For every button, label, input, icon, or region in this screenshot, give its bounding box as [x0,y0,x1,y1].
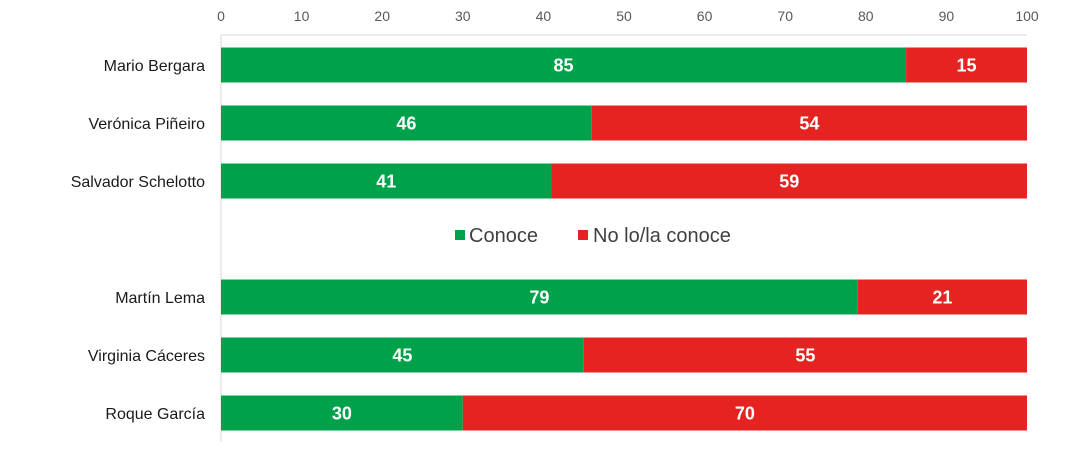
bar-segment [551,163,1027,199]
x-tick-label: 10 [294,8,310,24]
data-label: 21 [932,288,952,308]
category-label: Salvador Schelotto [71,174,205,191]
bar-segment [221,279,858,315]
x-tick-label: 40 [536,8,552,24]
category-labels: Mario Bergara Verónica Piñeiro Salvador Sc… [71,58,205,423]
bar-segment [857,279,1027,315]
bar-segment [221,47,907,83]
bar-segment [221,395,463,431]
data-label: 15 [957,56,977,76]
legend-label: Conoce [469,225,538,247]
data-label: 55 [795,346,815,366]
bar-segment [462,395,1027,431]
bar-segment [221,105,592,141]
x-tick-label: 100 [1015,8,1039,24]
data-label: 30 [332,404,352,424]
bars: 85 15 46 54 41 59 79 21 45 55 30 70 [221,47,1027,431]
category-label: Mario Bergara [104,58,205,75]
category-label: Roque García [105,406,205,423]
data-label: 54 [799,114,819,134]
category-label: Martín Lema [115,290,205,307]
legend-swatch [455,230,465,240]
data-label: 46 [396,114,416,134]
bar-segment [221,337,584,373]
bar-segment [591,105,1027,141]
x-tick-label: 50 [616,8,632,24]
data-label: 70 [735,404,755,424]
data-label: 59 [779,172,799,192]
data-label: 85 [554,56,574,76]
x-tick-label: 30 [455,8,471,24]
x-tick-label: 0 [217,8,225,24]
x-tick-label: 20 [374,8,390,24]
data-label: 45 [392,346,412,366]
legend-label: No lo/la conoce [593,225,731,247]
bar-segment [221,163,552,199]
bar-segment [583,337,1027,373]
data-label: 41 [376,172,396,192]
x-tick-label: 70 [777,8,793,24]
category-label: Virginia Cáceres [88,348,205,365]
x-axis-ticks: 0 10 20 30 40 50 60 70 80 90 100 [217,8,1039,24]
x-tick-label: 60 [697,8,713,24]
legend: Conoce No lo/la conoce [455,225,731,247]
category-label: Verónica Piñeiro [88,116,205,133]
data-label: 79 [529,288,549,308]
x-tick-label: 80 [858,8,874,24]
bar-segment [906,47,1027,83]
x-tick-label: 90 [939,8,955,24]
legend-swatch [578,230,588,240]
